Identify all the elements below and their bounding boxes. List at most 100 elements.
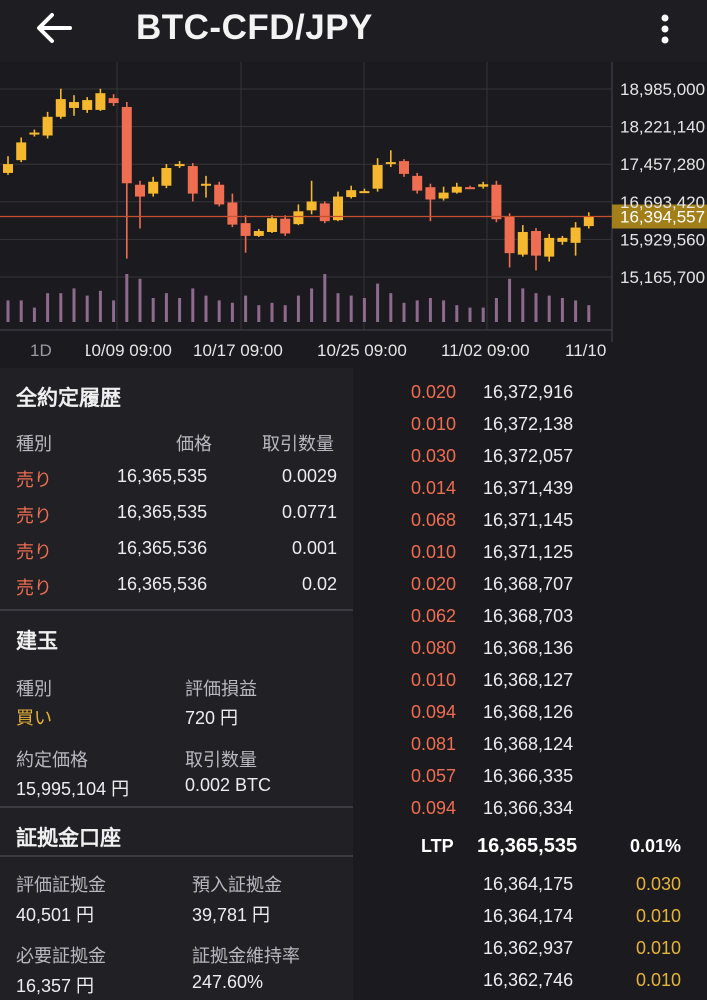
candle-body — [438, 192, 449, 199]
position-entry-value: 15,995,104 円 — [16, 779, 130, 799]
volume-bar — [349, 295, 353, 322]
volume-bar — [494, 298, 498, 322]
ask-row[interactable]: 0.010 16,372,138 — [353, 414, 707, 444]
bid-row[interactable]: 16,364,174 0.010 — [353, 906, 707, 936]
ask-row[interactable]: 0.094 16,368,126 — [353, 702, 707, 732]
candlestick-chart[interactable]: 16,394,557 18,985,000 18,221,140 17,457,280… — [0, 62, 707, 368]
volume-bar — [217, 300, 221, 322]
trade-price: 16,365,535 — [117, 466, 208, 486]
divider — [0, 609, 353, 611]
margin-account-title: 証拠金口座 — [16, 827, 121, 850]
bid-price: 16,364,175 — [483, 874, 574, 894]
ask-qty: 0.020 — [411, 574, 457, 594]
ask-row[interactable]: 0.030 16,372,057 — [353, 446, 707, 476]
price-tick-label: 17,457,280 — [620, 155, 705, 174]
ask-row[interactable]: 0.014 16,371,439 — [353, 478, 707, 508]
ltp-change: 0.01% — [629, 836, 681, 856]
ask-row[interactable]: 0.010 16,371,125 — [353, 542, 707, 572]
ask-price: 16,371,125 — [483, 542, 574, 562]
candle-body — [372, 165, 383, 189]
left-panel: 全約定履歴 種別 価格 取引数量 売り 16,365,535 0.0029 売り… — [0, 368, 353, 1000]
candle-body — [108, 98, 119, 104]
ask-price: 16,368,127 — [483, 670, 574, 690]
candle-body — [69, 102, 79, 108]
ask-qty: 0.010 — [411, 414, 457, 434]
margin-eval-value: 40,501 円 — [16, 905, 95, 925]
price-tick-label: 16,693,420 — [620, 193, 705, 212]
bid-row[interactable]: 16,362,746 0.010 — [353, 970, 707, 1000]
ask-qty: 0.094 — [411, 702, 457, 722]
ask-qty: 0.010 — [411, 670, 457, 690]
volume-bar — [230, 302, 234, 322]
bid-qty: 0.010 — [635, 906, 681, 926]
price-chart[interactable]: 16,394,557 18,985,000 18,221,140 17,457,280… — [0, 62, 707, 368]
ask-qty: 0.068 — [411, 510, 457, 530]
candle-body — [504, 216, 515, 254]
trade-price: 16,365,536 — [117, 574, 208, 594]
more-menu-button[interactable] — [652, 10, 678, 50]
trade-qty: 0.02 — [301, 574, 337, 594]
volume-bar — [574, 300, 578, 322]
candle-body — [201, 183, 211, 186]
volume-bar — [112, 300, 116, 322]
ask-row[interactable]: 0.020 16,368,707 — [353, 574, 707, 604]
ask-row[interactable]: 0.062 16,368,703 — [353, 606, 707, 636]
ask-row[interactable]: 0.094 16,366,334 — [353, 798, 707, 828]
candle-body — [95, 93, 106, 110]
ask-price: 16,366,335 — [483, 766, 574, 786]
margin-required-label: 必要証拠金 — [16, 946, 106, 966]
current-price-tag — [612, 204, 707, 229]
ask-qty: 0.010 — [411, 542, 457, 562]
trade-qty: 0.0771 — [281, 502, 337, 522]
volume-bar — [244, 295, 248, 322]
ltp-price: 16,365,535 — [477, 835, 578, 857]
ask-row[interactable]: 0.010 16,368,127 — [353, 670, 707, 700]
bid-row[interactable]: 16,364,175 0.030 — [353, 874, 707, 904]
price-tick-label: 18,221,140 — [620, 118, 705, 137]
ask-price: 16,368,703 — [483, 606, 574, 626]
candle-body — [82, 100, 93, 110]
current-price-label: 16,394,557 — [620, 208, 705, 227]
trade-side: 売り — [16, 578, 52, 598]
bid-row[interactable]: 16,362,937 0.010 — [353, 938, 707, 968]
bid-price: 16,362,937 — [483, 938, 574, 958]
back-button[interactable] — [34, 10, 74, 46]
position-entry-label: 約定価格 — [16, 750, 88, 770]
ask-qty: 0.094 — [411, 798, 457, 818]
bid-price: 16,364,174 — [483, 906, 574, 926]
candle-body — [425, 187, 436, 200]
price-tick-label: 15,165,700 — [620, 268, 705, 287]
volume-bar — [376, 283, 380, 322]
date-tick-label: 11/10 — [565, 341, 606, 360]
candle-body — [491, 184, 502, 220]
ask-row[interactable]: 0.081 16,368,124 — [353, 734, 707, 764]
volume-bar — [59, 293, 63, 322]
label-mask — [0, 338, 86, 366]
volume-bar — [468, 307, 472, 322]
arrow-left-icon — [37, 13, 72, 43]
candle-body — [187, 166, 198, 194]
position-type-value: 買い — [16, 708, 52, 728]
app-header: BTC-CFD/JPY — [0, 0, 707, 62]
ask-row[interactable]: 0.080 16,368,136 — [353, 638, 707, 668]
candle-body — [29, 132, 40, 135]
date-tick-label: 11/02 09:00 — [441, 341, 530, 360]
divider — [0, 806, 353, 808]
date-tick-label: 10/17 09:00 — [193, 341, 283, 360]
ask-row[interactable]: 0.057 16,366,335 — [353, 766, 707, 796]
volume-bar — [164, 293, 168, 322]
ask-row[interactable]: 0.068 16,371,145 — [353, 510, 707, 540]
ask-qty: 0.030 — [411, 446, 457, 466]
interval-label[interactable]: 1D — [30, 341, 52, 360]
ask-row[interactable]: 0.020 16,372,916 — [353, 382, 707, 412]
order-book: 0.020 16,372,916 0.010 16,372,138 0.030 16,… — [353, 368, 707, 1000]
ask-price: 16,372,138 — [483, 414, 574, 434]
ask-price: 16,368,136 — [483, 638, 574, 658]
candle-body — [55, 99, 66, 117]
volume-bar — [204, 295, 208, 322]
trade-side: 売り — [16, 470, 52, 490]
candle-body — [451, 186, 462, 193]
trade-side: 売り — [16, 542, 52, 562]
candle-body — [306, 201, 317, 211]
candle-body — [319, 203, 330, 222]
